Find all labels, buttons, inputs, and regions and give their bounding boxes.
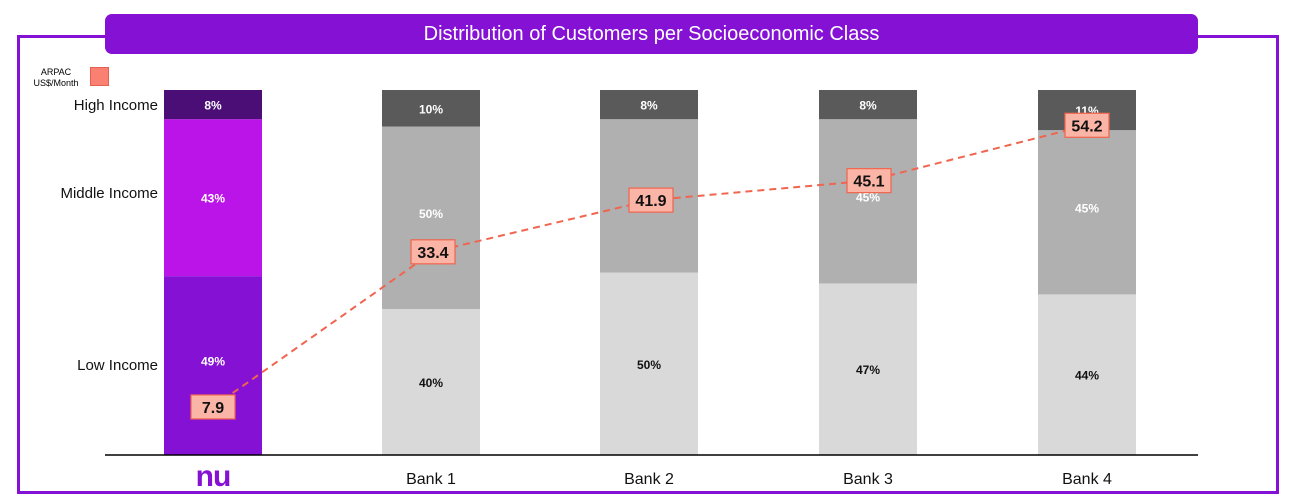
legend-swatch: [90, 67, 109, 86]
bar-high-income-bank-3: [819, 90, 917, 120]
data-label-middle-income-nu: 43%: [201, 192, 225, 206]
x-tick-label-bank-3: Bank 3: [843, 471, 893, 488]
legend: ARPAC US$/Month: [30, 67, 110, 97]
data-label-middle-income-bank-1: 50%: [419, 207, 443, 221]
x-tick-label-bank-2: Bank 2: [624, 471, 674, 488]
bar-middle-income-bank-3: [819, 119, 917, 284]
x-tick-label-bank-1: Bank 1: [406, 471, 456, 488]
data-label-high-income-nu: 8%: [204, 99, 222, 113]
arpac-marker-nu: [190, 394, 236, 420]
legend-label-line1: ARPAC: [40, 67, 72, 77]
chart-title: Distribution of Customers per Socioecono…: [105, 14, 1198, 54]
data-label-high-income-bank-1: 10%: [419, 102, 443, 116]
row-label-low-income: Low Income: [77, 357, 158, 374]
row-label-high-income: High Income: [73, 97, 158, 114]
data-label-middle-income-bank-4: 45%: [1075, 201, 1099, 215]
data-label-low-income-bank-4: 44%: [1075, 369, 1099, 383]
arpac-marker-bank-4: [1064, 112, 1110, 138]
bar-high-income-bank-2: [600, 90, 698, 120]
bar-middle-income-bank-4: [1038, 130, 1136, 295]
arpac-marker-bank-2: [628, 187, 674, 213]
arpac-label-bank-4: 54.2: [1071, 118, 1102, 135]
nu-logo: nu: [196, 460, 231, 493]
bar-low-income-nu: [164, 276, 262, 455]
arpac-label-nu: 7.9: [202, 400, 224, 417]
bar-high-income-nu: [164, 90, 262, 120]
bar-low-income-bank-2: [600, 272, 698, 455]
arpac-label-bank-1: 33.4: [417, 245, 448, 262]
data-label-low-income-bank-2: 50%: [637, 358, 661, 372]
bar-high-income-bank-1: [382, 90, 480, 127]
x-tick-label-bank-4: Bank 4: [1062, 471, 1112, 488]
data-label-low-income-nu: 49%: [201, 355, 225, 369]
bar-middle-income-nu: [164, 119, 262, 277]
legend-label-line2: US$/Month: [33, 78, 79, 88]
row-label-middle-income: Middle Income: [60, 185, 158, 202]
arpac-marker-bank-1: [410, 239, 456, 265]
bar-low-income-bank-4: [1038, 294, 1136, 455]
legend-label: ARPAC US$/Month: [30, 67, 82, 89]
data-label-low-income-bank-1: 40%: [419, 376, 443, 390]
arpac-marker-bank-3: [846, 168, 892, 194]
bar-low-income-bank-3: [819, 283, 917, 455]
bar-middle-income-bank-1: [382, 126, 480, 309]
data-label-low-income-bank-3: 47%: [856, 363, 880, 377]
arpac-label-bank-3: 45.1: [853, 174, 884, 191]
data-label-high-income-bank-3: 8%: [859, 99, 877, 113]
data-label-middle-income-bank-3: 45%: [856, 190, 880, 204]
arpac-label-bank-2: 41.9: [635, 193, 666, 210]
data-label-high-income-bank-2: 8%: [640, 99, 658, 113]
bar-low-income-bank-1: [382, 309, 480, 455]
